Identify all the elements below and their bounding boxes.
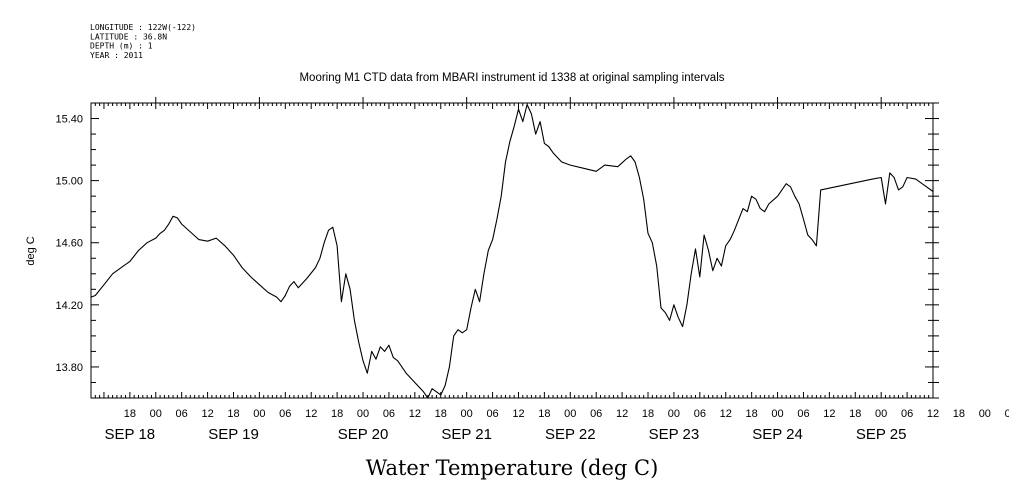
x-hour-label: 18 [538,408,550,420]
x-hour-label: 12 [305,408,317,420]
x-hour-label: 18 [331,408,343,420]
x-hour-label: 12 [823,408,835,420]
x-hour-labels: 18 00 06 12 18 00 06 12 18 00 06 12 18 00 06 12 18 00 06 12… [124,408,1009,420]
x-hour-label: 00 [253,408,265,420]
x-hour-label: 00 [564,408,576,420]
x-hour-label: 06 [590,408,602,420]
y-tick-label: 13.80 [55,362,83,374]
x-day-label: SEP 18 [105,426,156,443]
x-hour-label: 12 [409,408,421,420]
x-day-label: SEP 19 [208,426,259,443]
series-line [90,104,934,399]
x-day-label: SEP 22 [545,426,596,443]
meta-line: YEAR : 2011 [90,51,143,60]
x-day-label: SEP 21 [441,426,492,443]
x-hour-label: 06 [486,408,498,420]
x-hour-label: 00 [979,408,991,420]
y-tick-label: 15.40 [55,114,83,126]
series-group [90,104,934,399]
x-hour-label: 12 [616,408,628,420]
axis-ticks [90,97,939,399]
y-tick-label: 14.60 [55,238,83,250]
y-tick-labels: 13.80 14.20 14.60 15.00 15.40 [55,114,83,374]
x-hour-label: 18 [435,408,447,420]
x-day-label: SEP 20 [338,426,389,443]
x-hour-label: 00 [461,408,473,420]
y-axis-label: deg C [25,236,37,265]
x-hour-label: 06 [279,408,291,420]
metadata-block: LONGITUDE : 122W(-122)LATITUDE : 36.8NDE… [90,23,196,60]
y-tick-label: 14.20 [55,300,83,312]
x-day-label: SEP 23 [649,426,700,443]
x-hour-label: 06 [694,408,706,420]
x-hour-label: 00 [150,408,162,420]
meta-line: LATITUDE : 36.8N [90,32,167,41]
x-hour-label: 06 [383,408,395,420]
x-hour-label: 12 [927,408,939,420]
x-hour-label: 18 [746,408,758,420]
x-hour-label: 18 [227,408,239,420]
x-hour-label: 18 [849,408,861,420]
meta-line: LONGITUDE : 122W(-122) [90,23,196,32]
x-day-label: SEP 25 [856,426,907,443]
chart-title: Mooring M1 CTD data from MBARI instrumen… [299,72,724,84]
x-hour-label: 06 [176,408,188,420]
x-hour-label: 18 [953,408,965,420]
x-hour-label: 06 [797,408,809,420]
x-day-labels: SEP 18 SEP 19 SEP 20 SEP 21 SEP 22 SEP 23 SEP … [105,426,907,443]
x-hour-label: 00 [875,408,887,420]
x-hour-label: 06 [1005,408,1009,420]
x-hour-label: 12 [512,408,524,420]
x-axis-label: Water Temperature (deg C) [366,456,659,480]
y-tick-label: 15.00 [55,176,83,188]
x-hour-label: 06 [901,408,913,420]
plot-frame [90,102,934,399]
x-day-label: SEP 24 [752,426,803,443]
meta-line: DEPTH (m) : 1 [90,42,153,51]
x-hour-label: 18 [642,408,654,420]
x-hour-label: 12 [720,408,732,420]
x-hour-label: 00 [357,408,369,420]
x-hour-label: 00 [771,408,783,420]
x-hour-label: 12 [201,408,213,420]
x-hour-label: 00 [668,408,680,420]
x-hour-label: 18 [124,408,136,420]
